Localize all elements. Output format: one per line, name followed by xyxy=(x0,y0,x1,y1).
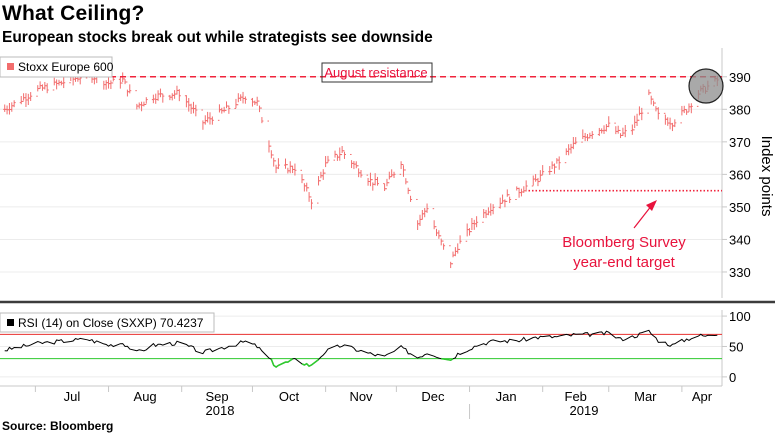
source-note: Source: Bloomberg xyxy=(2,419,114,433)
target-arrow-head xyxy=(646,200,657,211)
price-tick-label: 360 xyxy=(729,167,751,182)
x-year-label: 2019 xyxy=(570,403,599,418)
rsi-legend-box xyxy=(0,312,215,333)
price-legend-swatch xyxy=(7,63,14,70)
x-month-label: Dec xyxy=(421,389,445,404)
price-legend-label: Stoxx Europe 600 xyxy=(18,60,114,74)
target-label-line1: Bloomberg Survey xyxy=(562,234,686,251)
x-month-label: Aug xyxy=(134,389,157,404)
chart-subtitle: European stocks break out while strategi… xyxy=(2,29,433,46)
rsi-oversold-segment xyxy=(270,358,294,368)
price-tick-label: 340 xyxy=(729,232,751,247)
rsi-oversold-segment xyxy=(301,358,319,368)
resistance-label: August resistance xyxy=(324,65,427,80)
x-month-label: Jan xyxy=(496,389,517,404)
price-tick-label: 330 xyxy=(729,265,751,280)
price-axis-title: Index points xyxy=(758,136,775,217)
x-month-label: Jul xyxy=(64,389,81,404)
chart-title: What Ceiling? xyxy=(2,2,145,25)
target-label-line2: year-end target xyxy=(573,254,676,271)
price-series-line xyxy=(3,63,719,269)
x-month-label: Sep xyxy=(206,389,229,404)
price-tick-label: 380 xyxy=(729,102,751,117)
breakout-marker-circle xyxy=(688,68,724,104)
price-tick-label: 390 xyxy=(729,70,751,85)
rsi-legend-swatch xyxy=(7,319,14,326)
target-arrow-shaft xyxy=(633,204,653,229)
rsi-tick-label: 100 xyxy=(729,309,751,324)
x-month-label: Oct xyxy=(279,389,300,404)
x-month-label: Mar xyxy=(634,389,657,404)
price-tick-label: 350 xyxy=(729,200,751,215)
rsi-tick-label: 50 xyxy=(729,339,743,354)
rsi-oversold-segment xyxy=(441,357,454,362)
rsi-series-line xyxy=(4,329,718,368)
price-legend-box xyxy=(0,56,113,78)
rsi-tick-label: 0 xyxy=(729,370,736,385)
x-year-label: 2018 xyxy=(206,403,235,418)
x-month-label: Feb xyxy=(565,389,587,404)
x-month-label: Nov xyxy=(349,389,373,404)
price-tick-label: 370 xyxy=(729,135,751,150)
resistance-label-box xyxy=(321,62,433,83)
rsi-legend-label: RSI (14) on Close (SXXP) 70.4237 xyxy=(18,316,204,330)
x-month-label: Apr xyxy=(692,389,713,404)
